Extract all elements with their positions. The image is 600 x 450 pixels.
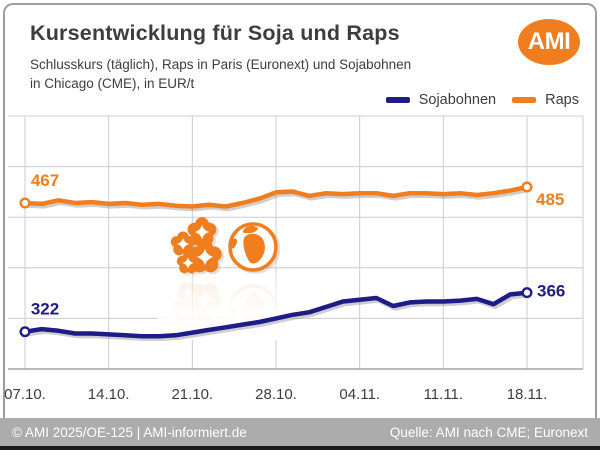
chart-subtitle: Schlusskurs (täglich), Raps in Paris (Eu… [30, 55, 411, 93]
x-tick-label: 11.11. [424, 386, 463, 403]
rapeseed-flower-icon [170, 217, 222, 274]
center-icon-group [170, 217, 278, 274]
sojabohnen-line [22, 290, 530, 339]
footer-copyright: © AMI 2025/OE-125 | AMI-informiert.de [12, 424, 247, 440]
raps-line-swatch-icon [512, 97, 537, 103]
sojabohnen-series: 322 366 [19, 282, 565, 341]
globe-continent-west [229, 238, 238, 249]
ami-logo: AMI [518, 19, 580, 65]
x-tick-label: 28.10. [255, 386, 297, 403]
raps-end-marker [521, 181, 533, 193]
sojabohnen-line-swatch-icon [385, 97, 410, 103]
sojabohnen-start-value-label: 322 [31, 300, 59, 319]
x-tick-label: 04.11. [339, 386, 380, 403]
flower-star [196, 248, 214, 266]
legend-label-sojabohnen: Sojabohnen [418, 92, 497, 108]
chart-legend: Sojabohnen Raps [385, 92, 579, 108]
footer-bar: © AMI 2025/OE-125 | AMI-informiert.de Qu… [0, 418, 600, 446]
raps-line [22, 184, 530, 209]
globe-continent-europe [242, 225, 258, 234]
chart-subtitle-line2: in Chicago (CME), in EUR/t [30, 76, 195, 91]
x-tick-label: 14.10. [88, 386, 130, 403]
x-tick-label: 18.11. [507, 386, 548, 403]
flower-star [176, 237, 190, 251]
raps-end-value-label: 485 [536, 190, 564, 209]
legend-item-sojabohnen: Sojabohnen [385, 92, 497, 108]
chart-card-border [3, 3, 597, 447]
ami-logo-text: AMI [527, 28, 571, 55]
page-title: Kursentwicklung für Soja und Raps [30, 21, 400, 45]
chart-subtitle-line1: Schlusskurs (täglich), Raps in Paris (Eu… [30, 57, 412, 72]
footer-bottom-strip [0, 446, 600, 450]
raps-start-value-label: 467 [31, 171, 59, 190]
x-axis-tick-labels: 07.10. 14.10. 21.10. 28.10. 04.11. 11.11. 18.1… [4, 386, 547, 403]
sojabohnen-start-marker [19, 326, 31, 338]
sojabohnen-line-shadow [24, 292, 532, 341]
globe-icon [228, 222, 278, 272]
flower-star [182, 257, 194, 269]
sojabohnen-end-value-label: 366 [537, 282, 565, 301]
raps-start-marker [19, 197, 31, 209]
x-tick-label: 21.10. [171, 386, 213, 403]
sojabohnen-end-marker [521, 287, 533, 299]
legend-item-raps: Raps [512, 92, 579, 108]
raps-line-shadow [24, 187, 532, 212]
raps-series: 467 485 [19, 171, 564, 212]
flower-star [194, 224, 210, 240]
x-tick-label: 07.10. [4, 386, 46, 403]
legend-label-raps: Raps [545, 92, 579, 108]
globe-continent-africa [243, 233, 265, 264]
footer-source: Quelle: AMI nach CME; Euronext [389, 424, 588, 440]
